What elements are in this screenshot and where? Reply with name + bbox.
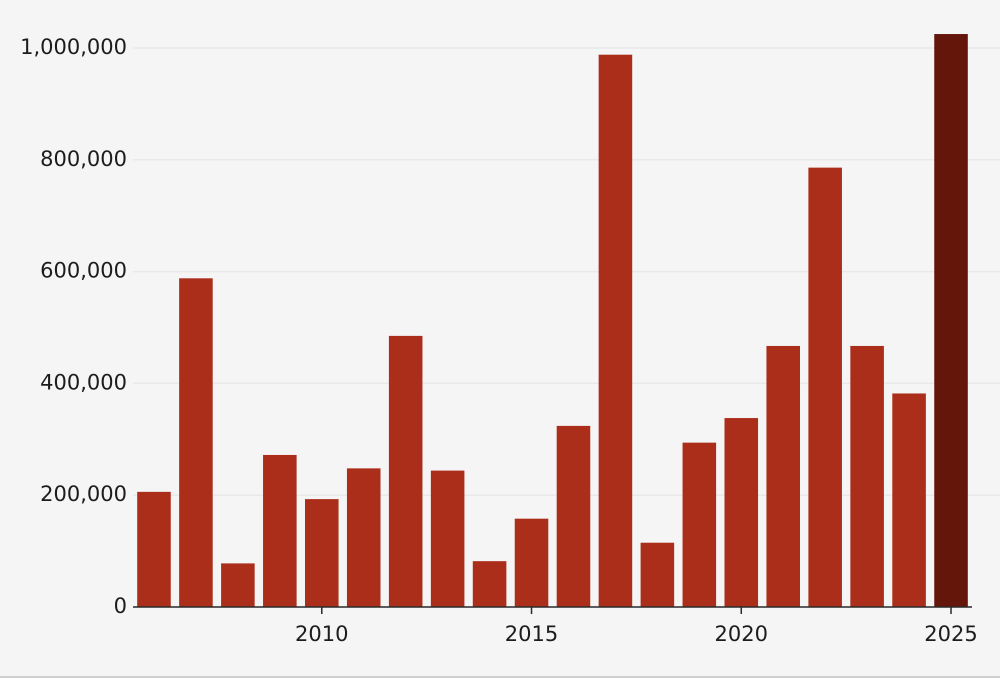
bar-2017 <box>598 54 633 607</box>
y-tick-label: 200,000 <box>40 482 127 506</box>
bar-2012 <box>388 335 423 607</box>
bar-2007 <box>179 278 213 607</box>
bar-2024 <box>892 393 926 607</box>
y-tick-label: 1,000,000 <box>20 35 127 59</box>
bar-2014 <box>472 561 507 607</box>
x-tick-label: 2015 <box>505 622 558 646</box>
y-tick-label: 0 <box>114 594 127 618</box>
bar-2011 <box>346 468 381 607</box>
bar-2020 <box>724 418 759 607</box>
bar-2022 <box>808 167 842 607</box>
bar-2009 <box>263 454 297 607</box>
bar-2023 <box>850 345 884 607</box>
x-tick-label: 2010 <box>295 622 348 646</box>
y-tick-label: 800,000 <box>40 147 127 171</box>
bar-2013 <box>430 470 465 607</box>
bar-2019 <box>682 442 717 607</box>
axes <box>133 606 972 614</box>
bar-2008 <box>221 563 255 607</box>
bar-2025 <box>934 34 968 607</box>
bar-2018 <box>640 542 675 607</box>
y-tick-label: 400,000 <box>40 370 127 394</box>
y-tick-label: 600,000 <box>40 259 127 283</box>
bar-2021 <box>766 345 801 607</box>
x-tick-label: 2020 <box>715 622 768 646</box>
bar-2010 <box>304 499 339 607</box>
bottom-border <box>0 676 1000 678</box>
bar-2015 <box>514 518 549 607</box>
bars <box>137 34 968 607</box>
tick-labels: 0 200,000 400,000 600,000 800,000 1,000,000 20… <box>20 35 978 646</box>
bar-2016 <box>556 425 591 607</box>
x-tick-label: 2025 <box>924 622 977 646</box>
bar-2006 <box>137 491 171 607</box>
